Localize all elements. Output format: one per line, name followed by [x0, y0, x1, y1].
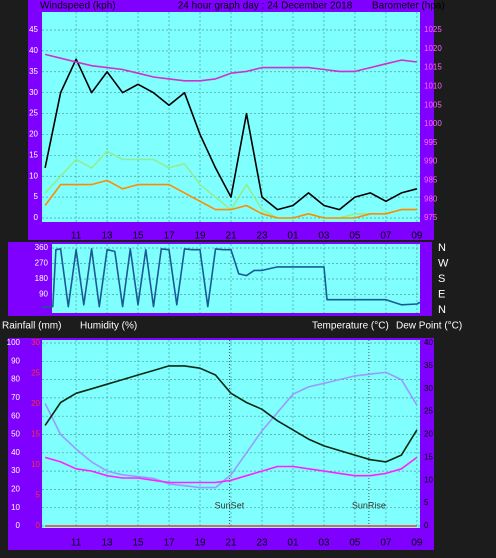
y3-tick-label: 10 — [31, 460, 40, 469]
y-tick-label: 70 — [11, 393, 20, 402]
y2-tick-label: 1015 — [424, 63, 442, 72]
y-axis-label: Windspeed (kph) — [40, 1, 116, 12]
series-line — [41, 248, 421, 309]
y-tick-label: 30 — [11, 466, 20, 475]
y2-tick-label: W — [438, 257, 449, 269]
y-tick-label: 80 — [11, 375, 20, 384]
series-line — [44, 53, 417, 82]
series-line — [44, 179, 417, 219]
plot-area — [52, 244, 420, 313]
y2-tick-label: 5 — [424, 498, 429, 507]
y2-tick-label: 35 — [424, 361, 433, 370]
y2-tick-label: 980 — [424, 194, 438, 203]
y2-tick-label: 1025 — [424, 25, 442, 34]
y2-tick-label: 1005 — [424, 100, 442, 109]
chart-title: 24 hour graph day : 24 December 2018 — [178, 1, 353, 12]
y-tick-label: 10 — [29, 171, 38, 180]
x-tick-label: 09 — [411, 538, 423, 549]
y-tick-label: 45 — [29, 25, 38, 34]
y2-tick-label: 25 — [424, 407, 433, 416]
y-tick-label: 5 — [34, 192, 39, 201]
y2-tick-label: 30 — [424, 384, 433, 393]
x-tick-label: 11 — [71, 538, 82, 549]
series-line — [44, 456, 418, 484]
y2-tick-label: 1000 — [424, 119, 442, 128]
y2-tick-label: 10 — [424, 475, 433, 484]
y-tick-label: 0 — [16, 521, 21, 530]
y-tick-label: 10 — [11, 503, 20, 512]
x-tick-label: 07 — [380, 231, 392, 242]
x-tick-label: 21 — [225, 231, 237, 242]
y2-tick-label: 990 — [424, 157, 438, 166]
y3-tick-label: 0 — [36, 521, 41, 530]
x-tick-label: 23 — [256, 231, 268, 242]
y2-tick-label: 985 — [424, 176, 438, 185]
x-tick-label: 05 — [349, 231, 361, 242]
y-tick-label: 90 — [39, 290, 48, 299]
y2-tick-label: 1020 — [424, 44, 442, 53]
x-tick-label: 21 — [225, 538, 237, 549]
y2-tick-label: 1010 — [424, 82, 442, 91]
y-tick-label: 15 — [29, 150, 38, 159]
annotation: SunSet — [215, 500, 245, 510]
x-tick-label: 13 — [102, 538, 114, 549]
y-tick-label: 40 — [11, 448, 20, 457]
x-tick-label: 09 — [411, 231, 423, 242]
x-tick-label: 11 — [71, 231, 82, 242]
y-tick-label: 50 — [11, 430, 20, 439]
series-line — [44, 365, 418, 463]
y-tick-label: 20 — [11, 485, 20, 494]
y-tick-label: 25 — [29, 109, 38, 118]
y2-axis-label: Temperature (°C) — [312, 321, 389, 332]
y2-tick-label: N — [438, 304, 446, 316]
y-axis-label: Rainfall (mm) — [2, 321, 61, 332]
series-line — [44, 58, 418, 211]
x-tick-label: 03 — [318, 231, 330, 242]
y3-tick-label: 20 — [31, 399, 40, 408]
y-tick-label: 270 — [35, 259, 49, 268]
y2-tick-label: E — [438, 288, 445, 300]
x-tick-label: 15 — [132, 231, 144, 242]
y2-tick-label: S — [438, 273, 445, 285]
y-tick-label: 40 — [29, 46, 38, 55]
y2-tick-label: 40 — [424, 338, 433, 347]
y3-tick-label: 30 — [31, 338, 40, 347]
x-tick-label: 15 — [132, 538, 144, 549]
y-tick-label: 35 — [29, 67, 38, 76]
y-axis-label: Humidity (%) — [80, 321, 137, 332]
x-tick-label: 17 — [163, 231, 175, 242]
y-tick-label: 90 — [11, 356, 20, 365]
x-tick-label: 19 — [194, 538, 206, 549]
y-tick-label: 30 — [29, 88, 38, 97]
y3-tick-label: 25 — [31, 369, 40, 378]
y-tick-label: 360 — [35, 243, 49, 252]
x-tick-label: 17 — [163, 538, 175, 549]
y-tick-label: 60 — [11, 411, 20, 420]
x-tick-label: 23 — [256, 538, 268, 549]
y-tick-label: 180 — [35, 274, 49, 283]
y-tick-label: 20 — [29, 130, 38, 139]
x-tick-label: 13 — [102, 231, 114, 242]
y2-tick-label: 20 — [424, 430, 433, 439]
y-tick-label: 100 — [7, 338, 21, 347]
y2-tick-label: N — [438, 242, 446, 254]
y2-axis-label: Dew Point (°C) — [396, 321, 462, 332]
annotation: SunRise — [352, 500, 386, 510]
x-tick-label: 01 — [287, 231, 299, 242]
y-tick-label: 0 — [34, 213, 39, 222]
y2-axis-label: Barometer (hpa) — [372, 1, 445, 12]
y3-tick-label: 5 — [36, 491, 41, 500]
x-tick-label: 07 — [380, 538, 392, 549]
y3-tick-label: 15 — [31, 430, 40, 439]
y2-tick-label: 0 — [424, 521, 429, 530]
x-tick-label: 19 — [194, 231, 206, 242]
y2-tick-label: 995 — [424, 138, 438, 147]
series-line — [44, 371, 418, 489]
x-tick-label: 05 — [349, 538, 361, 549]
x-tick-label: 03 — [318, 538, 330, 549]
y2-tick-label: 975 — [424, 213, 438, 222]
y2-tick-label: 15 — [424, 452, 433, 461]
x-tick-label: 01 — [287, 538, 299, 549]
